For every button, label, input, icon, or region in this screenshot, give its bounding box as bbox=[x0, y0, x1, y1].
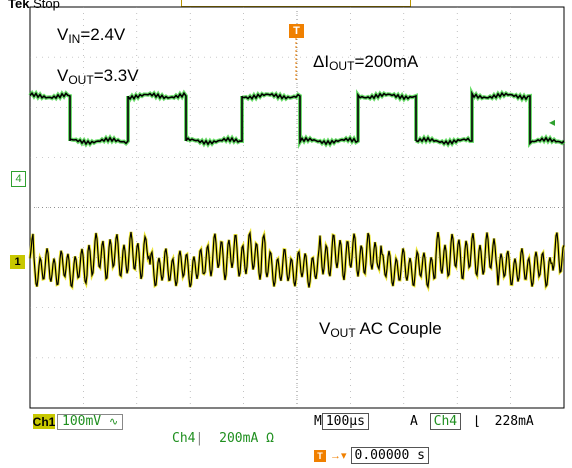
ohm-icon: Ω bbox=[266, 431, 274, 446]
vout-annotation: VOUT=3.3V bbox=[57, 67, 139, 86]
ch1-readout-label[interactable]: Ch1 bbox=[32, 414, 56, 429]
timebase-readout[interactable]: M 100µs bbox=[314, 413, 369, 430]
header-brand: Tek Stop bbox=[8, 0, 60, 11]
ch4-marker-label: 4 bbox=[15, 173, 22, 185]
vout-ac-main: V bbox=[319, 319, 331, 338]
trigger-source: Ch4 bbox=[429, 413, 462, 430]
delta-iout-sub: OUT bbox=[329, 59, 355, 73]
ch4-ground-marker[interactable]: 4 bbox=[11, 171, 26, 187]
trigger-marker-label: T bbox=[293, 25, 300, 37]
arrow-right-icon: →▾ bbox=[330, 450, 347, 462]
vout-main: V bbox=[57, 66, 69, 85]
timebase-prefix: M bbox=[314, 414, 322, 429]
ch4-readout-label: Ch4 bbox=[172, 431, 196, 446]
trigger-time-readout[interactable]: T →▾ 0.00000 s bbox=[314, 447, 429, 464]
trigger-readout[interactable]: A Ch4 ⌊ 228mA bbox=[410, 413, 534, 430]
vout-ac-annotation: VOUT AC Couple bbox=[319, 320, 442, 339]
ch1-marker-label: 1 bbox=[14, 256, 21, 268]
ch1-trace bbox=[29, 230, 565, 289]
trigger-offset-icon: T bbox=[314, 449, 326, 462]
run-state: Stop bbox=[33, 0, 60, 11]
falling-edge-icon: ⌊ bbox=[472, 414, 481, 429]
acq-mode: A bbox=[410, 414, 418, 429]
ch1-scale-readout[interactable]: 100mV ∿ bbox=[57, 414, 124, 430]
delta-iout-annotation: ΔIOUT=200mA bbox=[313, 53, 418, 72]
ch1-ground-marker[interactable]: 1 bbox=[10, 255, 25, 269]
vout-ac-sub: OUT bbox=[330, 326, 356, 340]
trigger-level: 228mA bbox=[494, 414, 534, 429]
vin-main: V bbox=[57, 25, 69, 44]
vout-value: =3.3V bbox=[93, 66, 139, 85]
ch4-scale-value: 200mA bbox=[219, 431, 259, 446]
vin-sub: IN bbox=[68, 32, 81, 46]
delta-iout-value: =200mA bbox=[354, 52, 419, 71]
ch4-trace bbox=[29, 90, 565, 146]
ch1-scale-value: 100mV bbox=[62, 414, 102, 429]
brand-label: Tek bbox=[8, 0, 30, 11]
trigger-position-marker[interactable]: T bbox=[289, 24, 304, 38]
trigger-level-arrow-icon[interactable]: ◂ bbox=[549, 115, 556, 129]
vout-sub: OUT bbox=[68, 73, 94, 87]
delta-iout-main: ΔI bbox=[313, 52, 330, 71]
ch4-scale-readout[interactable]: Ch4| 200mA Ω bbox=[172, 431, 274, 446]
vin-value: =2.4V bbox=[80, 25, 126, 44]
ac-coupling-icon: ∿ bbox=[108, 415, 119, 428]
trigger-position-value: 0.00000 s bbox=[350, 447, 429, 464]
vin-annotation: VIN=2.4V bbox=[57, 26, 125, 45]
vout-ac-value: AC Couple bbox=[355, 319, 442, 338]
timebase-value: 100µs bbox=[321, 413, 369, 430]
